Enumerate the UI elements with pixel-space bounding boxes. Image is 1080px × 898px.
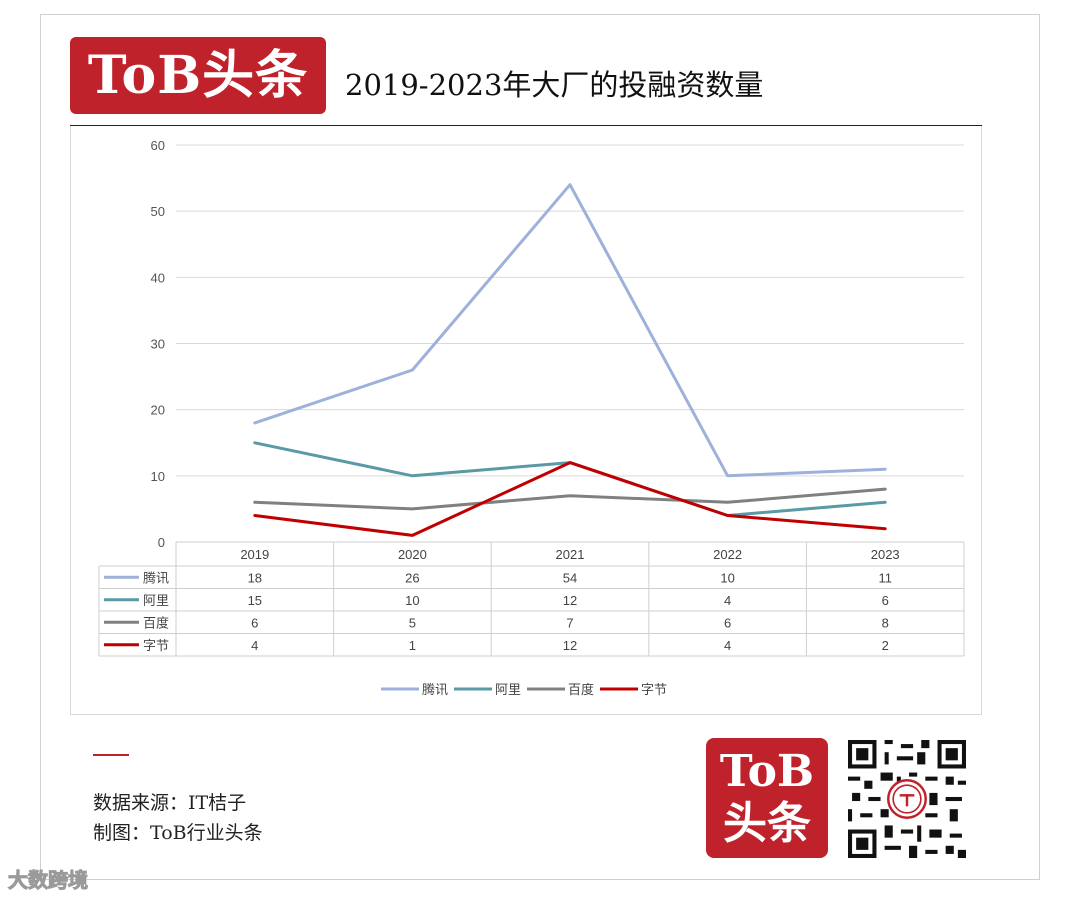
data-label: 11 xyxy=(878,570,892,585)
watermark-text: 大数跨境 xyxy=(8,868,89,893)
logo-line-2: 头条 xyxy=(723,798,811,849)
data-label: 26 xyxy=(405,570,419,585)
page-title: 2019-2023年大厂的投融资数量 xyxy=(345,68,764,102)
accent-dash xyxy=(93,754,129,756)
title-divider xyxy=(70,125,982,126)
data-label: 6 xyxy=(724,615,731,630)
chart-container: 0 10 20 30 40 50 60 2019 2020 2021 2022 2023 腾讯 18 26 5… xyxy=(70,126,982,715)
data-label: 2 xyxy=(882,638,889,653)
data-label: 4 xyxy=(724,638,731,653)
data-label: 8 xyxy=(882,615,889,630)
data-label: 6 xyxy=(251,615,258,630)
legend-label: 阿里 xyxy=(495,682,521,697)
data-label: 7 xyxy=(566,615,573,630)
data-label: 18 xyxy=(248,570,262,585)
series-line-1 xyxy=(253,441,887,517)
y-tick-label: 40 xyxy=(151,270,165,285)
series-line-2 xyxy=(253,487,887,511)
y-tick-label: 50 xyxy=(151,204,165,219)
x-category-label: 2020 xyxy=(398,547,427,562)
logo-line-1: ToB xyxy=(719,746,815,797)
legend-label: 百度 xyxy=(568,682,594,697)
table-series-label: 阿里 xyxy=(143,593,169,608)
data-label: 54 xyxy=(563,570,577,585)
data-label: 12 xyxy=(563,638,577,653)
x-category-label: 2019 xyxy=(240,547,269,562)
data-label: 10 xyxy=(720,570,734,585)
data-label: 15 xyxy=(248,593,262,608)
series-line-3 xyxy=(253,461,887,537)
y-tick-label: 30 xyxy=(151,337,165,352)
x-category-label: 2021 xyxy=(556,547,585,562)
data-label: 12 xyxy=(563,593,577,608)
table-series-label: 腾讯 xyxy=(143,570,169,585)
legend-label: 字节 xyxy=(641,682,667,697)
y-tick-label: 60 xyxy=(151,138,165,153)
chart-credit: 制图：ToB行业头条 xyxy=(93,822,263,844)
table-series-label: 字节 xyxy=(143,638,169,653)
y-tick-label: 20 xyxy=(151,403,165,418)
data-source: 数据来源：IT桔子 xyxy=(93,792,247,814)
qr-code-icon xyxy=(848,740,966,858)
data-label: 6 xyxy=(882,593,889,608)
legend-label: 腾讯 xyxy=(422,682,448,697)
data-label: 5 xyxy=(409,615,416,630)
data-label: 10 xyxy=(405,593,419,608)
brand-logo-bottom: ToB 头条 xyxy=(706,738,828,858)
y-tick-label: 10 xyxy=(151,469,165,484)
x-category-label: 2022 xyxy=(713,547,742,562)
data-label: 1 xyxy=(409,638,416,653)
table-series-label: 百度 xyxy=(143,615,169,630)
data-label: 4 xyxy=(251,638,258,653)
series-line-0 xyxy=(253,183,887,478)
x-category-label: 2023 xyxy=(871,547,900,562)
data-label: 4 xyxy=(724,593,731,608)
brand-logo: ToB头条 xyxy=(70,37,326,114)
y-tick-label: 0 xyxy=(158,535,165,550)
